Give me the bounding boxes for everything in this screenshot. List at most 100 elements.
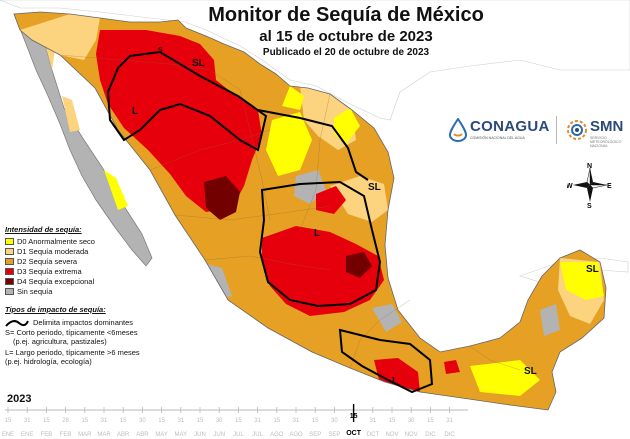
timeline-month-label: ABR bbox=[117, 432, 130, 438]
united-states-land bbox=[0, 0, 630, 121]
compass-w: W bbox=[567, 183, 573, 190]
timeline-month-label: ABR bbox=[136, 432, 149, 438]
conagua-logo: CONAGUA COMISIÓN NACIONAL DEL AGUA bbox=[448, 116, 552, 146]
timeline-day-label: 28 bbox=[62, 418, 69, 424]
timeline-month-label: FEB bbox=[41, 432, 53, 438]
impact-delimit-text: Delimita impactos dominantes bbox=[33, 318, 134, 327]
impact-short-line2: (p.ej. agricultura, pastizales) bbox=[13, 337, 107, 346]
compass-s: S bbox=[587, 203, 592, 208]
legend-item: Sin sequía bbox=[5, 286, 175, 296]
timeline-day-label: 15 bbox=[350, 413, 358, 420]
timeline-month-label: ENE bbox=[2, 432, 14, 438]
timeline-month-label: JUN bbox=[213, 432, 225, 438]
label-sl-nw: SL bbox=[192, 58, 205, 69]
mexico-outline bbox=[13, 11, 607, 411]
timeline-day-label: 15 bbox=[273, 418, 280, 424]
conagua-subtitle: COMISIÓN NACIONAL DEL AGUA bbox=[470, 136, 525, 140]
legend-swatch bbox=[5, 267, 14, 275]
legend-swatch bbox=[5, 277, 14, 285]
legend-label: D0 Anormalmente seco bbox=[17, 236, 95, 246]
timeline-day-label: 31 bbox=[369, 418, 376, 424]
timeline-month-label: MAY bbox=[175, 432, 188, 438]
timeline-month-label: SEP bbox=[328, 432, 340, 438]
timeline-month-label: MAY bbox=[155, 432, 168, 438]
impact-legend-title: Tipos de impacto de sequía: bbox=[5, 305, 106, 314]
map-published: Publicado el 20 de octubre de 2023 bbox=[262, 47, 430, 58]
impact-short-line1: S= Corto periodo, típicamente <6meses bbox=[5, 328, 138, 337]
smn-subtitle: SERVICIO METEOROLÓGICO NACIONAL bbox=[590, 136, 622, 148]
legend-swatch bbox=[5, 247, 14, 255]
timeline-day-label: 30 bbox=[331, 418, 338, 424]
timeline-month-label: NOV bbox=[385, 432, 398, 438]
label-sl-se: SL bbox=[524, 366, 537, 377]
timeline-day-label: 15 bbox=[235, 418, 242, 424]
legend-swatch bbox=[5, 237, 14, 245]
timeline-year: 2023 bbox=[7, 393, 32, 405]
timeline-day-label: 31 bbox=[177, 418, 184, 424]
timeline-day-label: 30 bbox=[216, 418, 223, 424]
smn-logo: SMN SERVICIO METEOROLÓGICO NACIONAL bbox=[566, 116, 628, 148]
timeline-day-label: 15 bbox=[312, 418, 319, 424]
timeline-day-label: 31 bbox=[293, 418, 300, 424]
timeline-day-label: 31 bbox=[24, 418, 31, 424]
conagua-drop-icon bbox=[448, 118, 468, 142]
timeline-day-label: 15 bbox=[81, 418, 88, 424]
legend-item: D3 Sequía extrema bbox=[5, 266, 175, 276]
timeline-month-label: SEP bbox=[309, 432, 321, 438]
legend-item: D2 Sequía severa bbox=[5, 256, 175, 266]
timeline-day-label: 15 bbox=[158, 418, 165, 424]
timeline-day-label: 30 bbox=[408, 418, 415, 424]
timeline-month-label: JUL bbox=[252, 432, 263, 438]
timeline-month-label: MAR bbox=[97, 432, 111, 438]
impact-line-icon bbox=[5, 319, 29, 327]
legend-label: D3 Sequía extrema bbox=[17, 266, 82, 276]
timeline-month-label: ENE bbox=[21, 432, 33, 438]
label-s-border: S bbox=[158, 47, 163, 54]
compass-e: E bbox=[607, 183, 612, 190]
state-boundaries bbox=[59, 54, 521, 371]
timeline-day-label: 31 bbox=[446, 418, 453, 424]
legend-item: D1 Sequía moderada bbox=[5, 246, 175, 256]
legend-item: D0 Anormalmente seco bbox=[5, 236, 175, 246]
label-l-center: L bbox=[314, 228, 320, 239]
timeline-month-label: OCT bbox=[346, 430, 362, 437]
timeline-day-label: 15 bbox=[389, 418, 396, 424]
timeline-month-label: NOV bbox=[405, 432, 418, 438]
timeline-day-label: 31 bbox=[101, 418, 108, 424]
label-l-south: L bbox=[392, 376, 398, 387]
legend-title: Intensidad de sequía: bbox=[5, 225, 82, 234]
timeline-month-label: AGO bbox=[289, 432, 303, 438]
timeline-month-label: DIC bbox=[444, 432, 455, 438]
timeline-month-label: FEB bbox=[60, 432, 72, 438]
conagua-wordmark: CONAGUA bbox=[470, 118, 550, 135]
impact-boundaries bbox=[106, 50, 434, 394]
legend-label: D4 Sequía excepcional bbox=[17, 276, 95, 286]
intensity-legend: Intensidad de sequía: D0 Anormalmente se… bbox=[5, 225, 175, 296]
legend-swatch bbox=[5, 287, 14, 295]
timeline: 15 ENE 31 ENE 15 FEB 28 FEB 15 MAR 31 MAR 15 ABR 30 ABR… bbox=[2, 404, 468, 438]
label-l-nw: L bbox=[132, 106, 138, 117]
timeline-day-label: 31 bbox=[254, 418, 261, 424]
timeline-day-label: 15 bbox=[5, 418, 12, 424]
legend-swatch bbox=[5, 257, 14, 265]
smn-wordmark: SMN bbox=[590, 118, 624, 135]
timeline-month-label: MAR bbox=[78, 432, 92, 438]
label-sl-yucatan: SL bbox=[586, 264, 599, 275]
impact-long-line2: (p.ej. hidrología, ecología) bbox=[5, 357, 92, 366]
legend-label: D1 Sequía moderada bbox=[17, 246, 89, 256]
map-title: Monitor de Sequía de México bbox=[208, 4, 484, 26]
impact-legend: Tipos de impacto de sequía: Delimita imp… bbox=[5, 305, 180, 366]
logo-divider bbox=[556, 116, 557, 144]
map-date: al 15 de octubre de 2023 bbox=[259, 28, 433, 45]
timeline-day-label: 15 bbox=[197, 418, 204, 424]
legend-label: D2 Sequía severa bbox=[17, 256, 78, 266]
timeline-month-label: OCT bbox=[366, 432, 379, 438]
legend-item: D4 Sequía excepcional bbox=[5, 276, 175, 286]
compass-rose-icon: N S W E bbox=[567, 163, 612, 208]
legend-label: Sin sequía bbox=[17, 286, 53, 296]
timeline-day-label: 15 bbox=[427, 418, 434, 424]
smn-emblem-icon bbox=[567, 120, 587, 140]
timeline-day-label: 30 bbox=[139, 418, 146, 424]
timeline-month-label: JUN bbox=[194, 432, 206, 438]
